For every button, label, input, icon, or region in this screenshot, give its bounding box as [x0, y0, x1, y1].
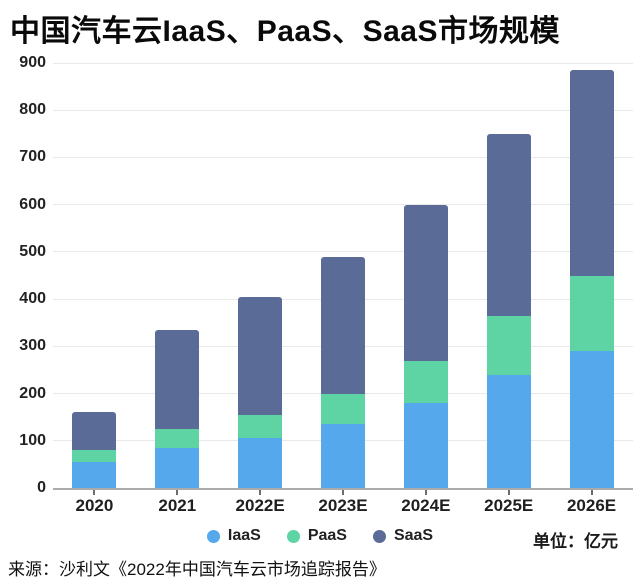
gridline-900 [53, 62, 633, 64]
bar-segment-saas-2021 [155, 329, 200, 429]
bar-segment-iaas-2020 [72, 462, 117, 488]
y-axis-label-400: 400 [19, 290, 46, 308]
bar-segment-paas-2021 [155, 429, 200, 448]
legend-item-paas: PaaS [286, 527, 347, 545]
x-tick-2024e [424, 490, 427, 495]
gridline-500 [53, 251, 633, 253]
x-axis-label-2023e: 2023E [318, 496, 368, 515]
legend-label-saas: SaaS [393, 527, 434, 544]
bar-segment-paas-2020 [72, 450, 117, 463]
y-axis-label-300: 300 [19, 337, 46, 355]
bar-segment-iaas-2024e [403, 403, 448, 488]
bar-segment-iaas-2023e [321, 424, 365, 488]
y-axis-label-600: 600 [19, 195, 46, 213]
x-tick-2025e [507, 490, 510, 495]
legend-label-paas: PaaS [307, 527, 347, 544]
x-axis: 2020 2021 2022E 2023E 2024E 2025E 2026E [53, 495, 633, 517]
bar-segment-saas-2023e [321, 256, 365, 394]
x-axis-label-2026e: 2026E [566, 496, 617, 515]
legend-dot-saas-icon [372, 529, 386, 543]
bar-segment-paas-2026e [569, 275, 614, 352]
y-axis-label-800: 800 [19, 101, 46, 119]
chart-title: 中国汽车云IaaS、PaaS、SaaS市场规模 [10, 15, 560, 48]
bar-segment-paas-2024e [403, 360, 448, 403]
legend-item-iaas: IaaS [206, 527, 261, 545]
bar-segment-saas-2020 [72, 412, 117, 451]
bar-segment-saas-2026e [569, 70, 614, 276]
gridline-700 [53, 156, 633, 158]
legend-dot-paas-icon [286, 529, 300, 543]
bar-segment-paas-2025e [486, 315, 531, 375]
y-axis-label-900: 900 [19, 54, 46, 71]
gridline-800 [53, 109, 633, 111]
bar-segment-saas-2022e [238, 296, 283, 415]
bar-segment-iaas-2021 [155, 447, 200, 488]
y-axis-label-200: 200 [19, 384, 46, 402]
x-axis-label-2021: 2021 [158, 496, 197, 515]
x-axis-label-2025e: 2025E [484, 496, 534, 515]
gridline-600 [53, 204, 633, 206]
bar-segment-iaas-2022e [238, 438, 283, 488]
x-tick-2021 [176, 490, 179, 495]
x-axis-label-2024e: 2024E [401, 496, 451, 515]
y-axis-label-0: 0 [37, 479, 46, 496]
bar-segment-paas-2022e [238, 414, 283, 439]
y-axis: 0 100 200 300 400 500 600 700 800 900 [0, 54, 46, 496]
source-line: 来源：沙利文《2022年中国汽车云市场追踪报告》 [8, 560, 386, 579]
x-tick-2026e [590, 490, 593, 495]
legend-label-iaas: IaaS [227, 527, 261, 544]
legend: IaaS PaaS SaaS [130, 526, 510, 546]
plot-area [53, 62, 633, 495]
x-tick-2023e [342, 490, 344, 495]
y-axis-label-100: 100 [19, 431, 46, 449]
bar-segment-paas-2023e [321, 393, 365, 425]
bar-segment-iaas-2025e [486, 374, 531, 488]
bar-segment-iaas-2026e [569, 351, 614, 488]
unit-label: 单位：亿元 [533, 532, 618, 551]
y-axis-label-700: 700 [19, 148, 46, 166]
x-axis-label-2020: 2020 [75, 496, 114, 515]
x-tick-2022e [259, 490, 262, 495]
x-axis-label-2022e: 2022E [235, 496, 285, 515]
x-tick-2020 [93, 490, 96, 495]
y-axis-label-500: 500 [19, 242, 46, 260]
legend-item-saas: SaaS [372, 527, 434, 545]
legend-dot-iaas-icon [206, 529, 220, 543]
bar-segment-saas-2025e [486, 133, 531, 316]
bar-segment-saas-2024e [403, 204, 448, 361]
